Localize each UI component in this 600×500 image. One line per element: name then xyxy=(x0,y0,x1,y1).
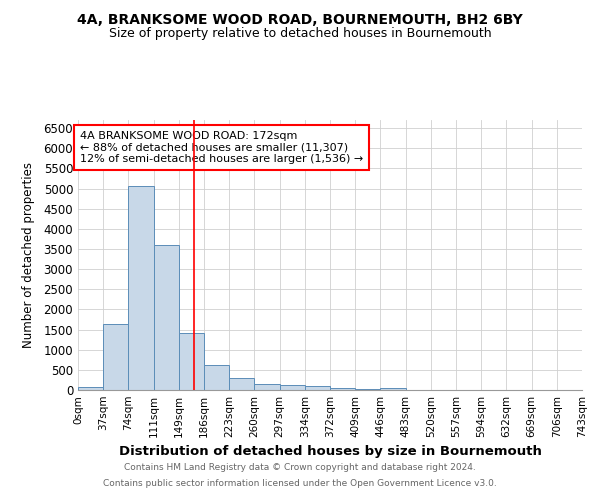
Bar xyxy=(280,385,305,390)
Text: 4A, BRANKSOME WOOD ROAD, BOURNEMOUTH, BH2 6BY: 4A, BRANKSOME WOOD ROAD, BOURNEMOUTH, BH… xyxy=(77,12,523,26)
Bar xyxy=(355,389,380,390)
Bar xyxy=(103,324,128,390)
Text: 4A BRANKSOME WOOD ROAD: 172sqm
← 88% of detached houses are smaller (11,307)
12%: 4A BRANKSOME WOOD ROAD: 172sqm ← 88% of … xyxy=(80,131,363,164)
Bar xyxy=(179,333,204,390)
Bar xyxy=(380,388,406,390)
Text: Contains HM Land Registry data © Crown copyright and database right 2024.: Contains HM Land Registry data © Crown c… xyxy=(124,464,476,472)
Bar xyxy=(204,365,229,390)
Bar xyxy=(330,388,355,390)
Bar xyxy=(254,384,280,390)
Text: Contains public sector information licensed under the Open Government Licence v3: Contains public sector information licen… xyxy=(103,478,497,488)
Bar xyxy=(78,387,103,390)
Bar xyxy=(128,186,154,390)
X-axis label: Distribution of detached houses by size in Bournemouth: Distribution of detached houses by size … xyxy=(119,446,541,458)
Text: Size of property relative to detached houses in Bournemouth: Size of property relative to detached ho… xyxy=(109,28,491,40)
Bar xyxy=(305,386,330,390)
Y-axis label: Number of detached properties: Number of detached properties xyxy=(22,162,35,348)
Bar xyxy=(154,245,179,390)
Bar xyxy=(229,378,254,390)
